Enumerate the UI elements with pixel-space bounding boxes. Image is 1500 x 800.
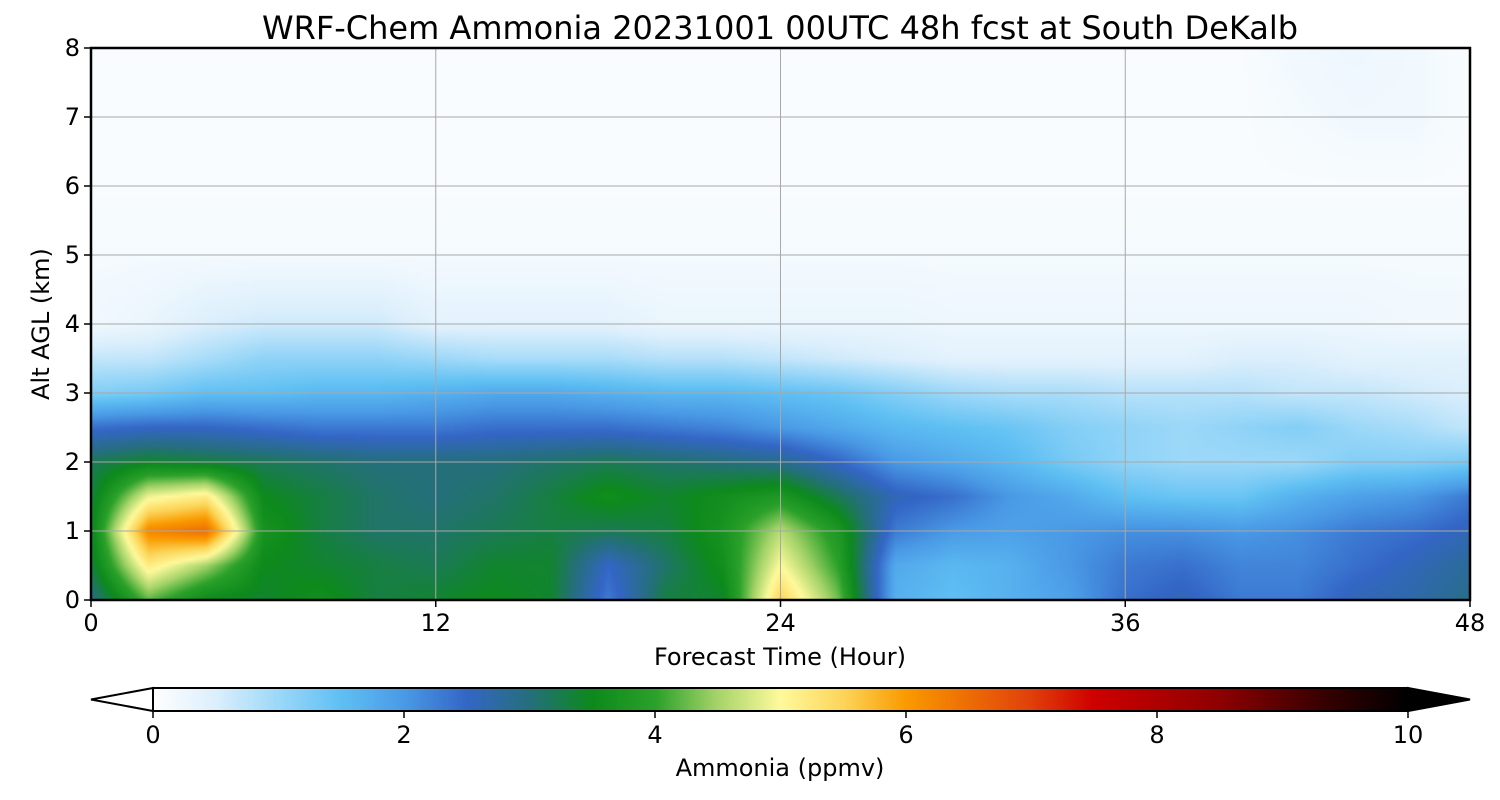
chart-title: WRF-Chem Ammonia 20231001 00UTC 48h fcst…: [262, 9, 1298, 47]
colorbar: 0 2 4 6 8 10 Ammonia (ppmv): [90, 686, 1471, 782]
x-tick-label: 24: [765, 609, 796, 637]
colorbar-tick-label: 0: [145, 721, 160, 749]
colorbar-min-extension: [90, 686, 154, 713]
y-tick-label: 1: [65, 517, 80, 545]
colorbar-ticks: 0 2 4 6 8 10: [145, 711, 1423, 749]
colorbar-tick-label: 2: [396, 721, 411, 749]
colorbar-tick-label: 4: [647, 721, 662, 749]
grid-lines: [91, 48, 1470, 600]
y-tick-label: 0: [65, 586, 80, 614]
colorbar-max-extension: [1407, 686, 1471, 713]
y-axis-label: Alt AGL (km): [27, 248, 55, 400]
x-axis-label: Forecast Time (Hour): [654, 643, 906, 671]
y-tick-label: 6: [65, 172, 80, 200]
colorbar-gradient: [153, 688, 1408, 711]
y-tick-label: 8: [65, 34, 80, 62]
plot-area: [89, 46, 1472, 602]
y-axis-ticks: 0 1 2 3 4 5 6 7 8: [65, 34, 91, 614]
x-tick-label: 48: [1455, 609, 1486, 637]
y-tick-label: 5: [65, 241, 80, 269]
y-tick-label: 7: [65, 103, 80, 131]
colorbar-tick-label: 6: [898, 721, 913, 749]
colorbar-tick-label: 8: [1149, 721, 1164, 749]
x-axis-ticks: 0 12 24 36 48: [83, 600, 1485, 637]
x-tick-label: 12: [420, 609, 451, 637]
y-tick-label: 3: [65, 379, 80, 407]
colorbar-label: Ammonia (ppmv): [676, 754, 885, 782]
colorbar-frame: [152, 687, 1409, 712]
y-tick-label: 4: [65, 310, 80, 338]
x-tick-label: 0: [83, 609, 98, 637]
y-tick-label: 2: [65, 448, 80, 476]
colorbar-tick-label: 10: [1393, 721, 1424, 749]
x-tick-label: 36: [1110, 609, 1141, 637]
